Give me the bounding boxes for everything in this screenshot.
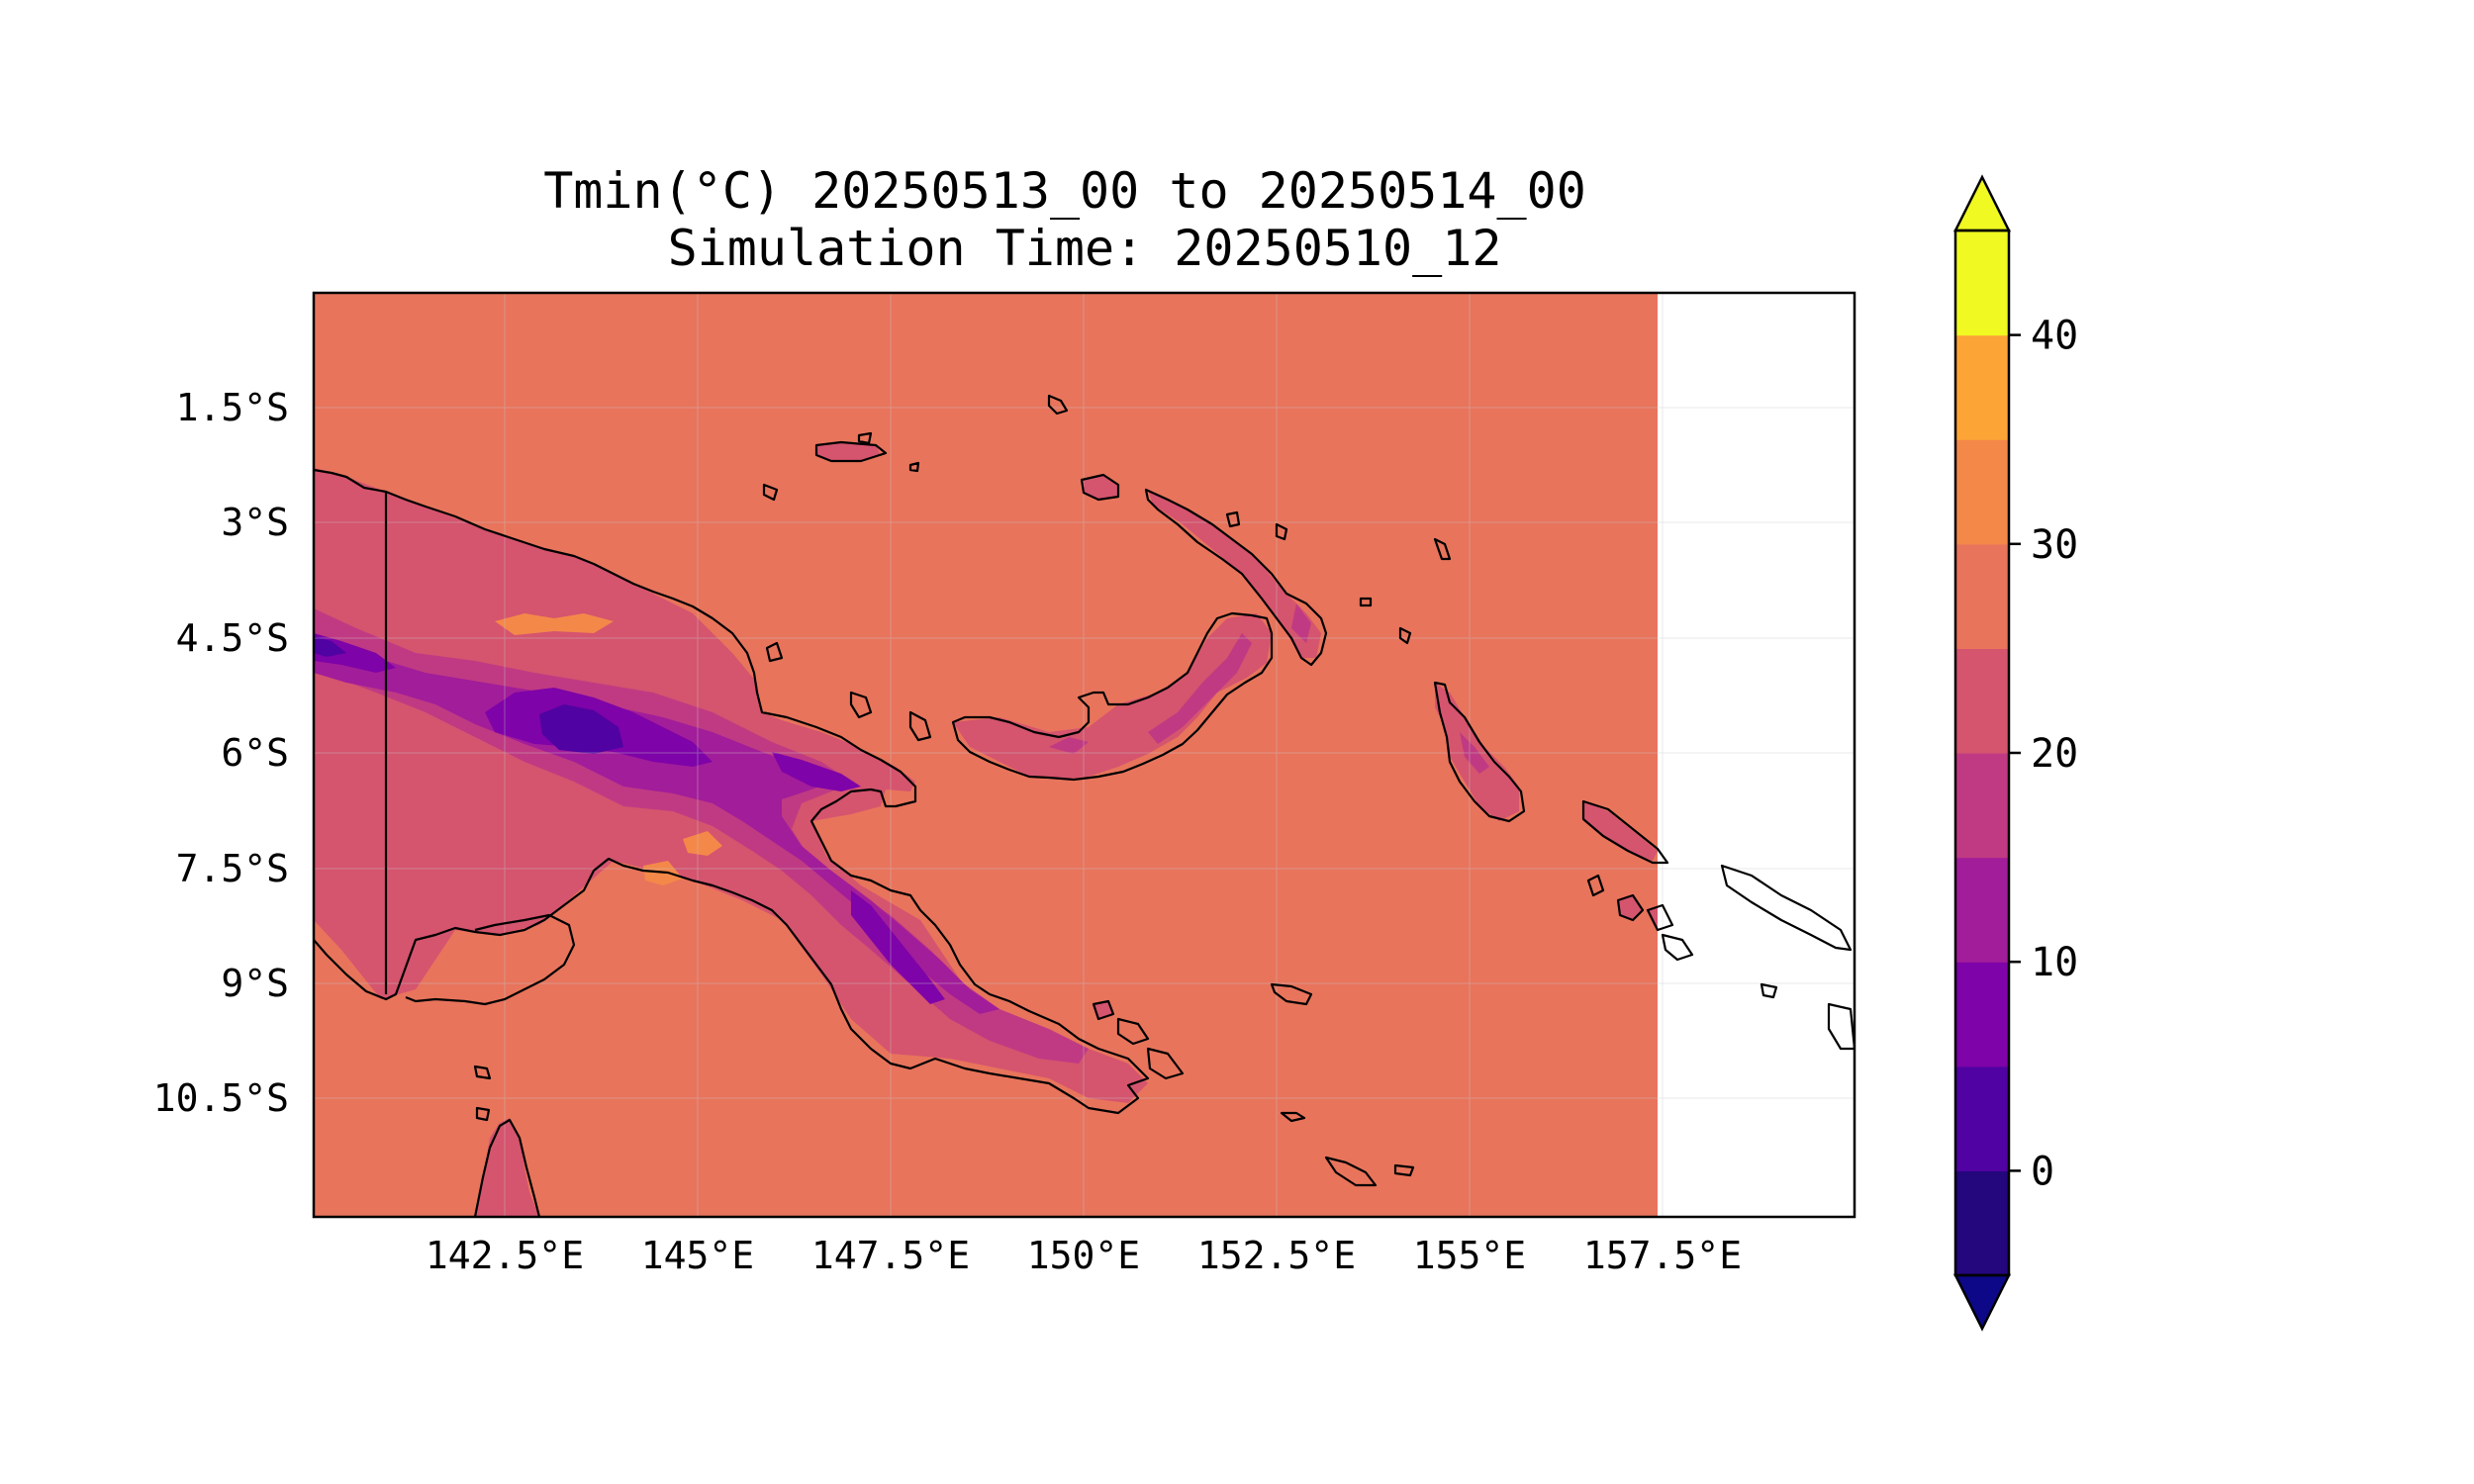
coast-cape-york — [473, 1118, 541, 1217]
x-tick-label: 147.5°E — [811, 1234, 970, 1277]
colorbar-segment — [1955, 1170, 2009, 1276]
colorbar-segment — [1955, 857, 2009, 963]
y-tick-label: 10.5°S — [153, 1076, 289, 1120]
coast-guadalcanal — [1827, 1002, 1855, 1051]
y-axis-ticks: 1.5°S 3°S 4.5°S 6°S 7.5°S 9°S 10.5°S — [153, 386, 289, 1120]
new-ireland-15-20 — [1291, 603, 1311, 643]
coast-new-britain — [951, 611, 1274, 782]
highlands-5-10-ridge — [851, 890, 945, 1004]
coast-new-hanover — [1080, 473, 1120, 502]
new-britain-west-15-20 — [1049, 737, 1089, 754]
x-axis-ticks: 142.5°E 145°E 147.5°E 150°E 152.5°E 155°… — [426, 1234, 1742, 1277]
manus — [816, 442, 881, 461]
temperature-field — [314, 293, 1658, 1217]
coast-small-islands — [762, 431, 1452, 742]
colorbar-segment — [1955, 648, 2009, 754]
x-tick-label: 155°E — [1413, 1234, 1526, 1277]
coast-manus — [814, 440, 888, 463]
coast-new-ireland — [1144, 488, 1328, 667]
colorbar-segment — [1955, 753, 2009, 859]
bougainville-15-20 — [1460, 732, 1489, 774]
coast-woodlark — [1270, 982, 1313, 1006]
map-title: Tmin(°C) 20250513_00 to 20250514_00 — [543, 162, 1586, 220]
map-panel — [314, 293, 1855, 1217]
coast-dentrecasteaux — [1092, 999, 1185, 1080]
coast-south-gulf — [405, 913, 576, 1006]
x-tick-label: 145°E — [641, 1234, 754, 1277]
x-tick-label: 142.5°E — [426, 1234, 584, 1277]
y-tick-label: 9°S — [221, 962, 289, 1005]
colorbar-segment — [1955, 231, 2009, 336]
highlands-5-10-east — [772, 752, 861, 791]
colorbar-tick-label: 0 — [2031, 1149, 2054, 1194]
coast-solomon-east — [1760, 982, 1778, 999]
x-tick-label: 150°E — [1027, 1234, 1140, 1277]
warm-patch-north — [495, 613, 614, 635]
colorbar-segment — [1955, 334, 2009, 440]
colorbar-segment — [1955, 1066, 2009, 1171]
y-tick-label: 1.5°S — [176, 386, 289, 429]
x-tick-label: 152.5°E — [1197, 1234, 1356, 1277]
new-ireland-20-25 — [1148, 490, 1321, 658]
warm-patch-south — [683, 831, 722, 856]
coast-mussau — [1047, 394, 1069, 416]
colorbar: 0 10 20 30 40 — [1952, 174, 2078, 1332]
map-frame — [312, 291, 1856, 1219]
colorbar-tick-label: 30 — [2031, 522, 2078, 568]
y-tick-label: 3°S — [221, 501, 289, 544]
colorbar-tick-label: 10 — [2031, 940, 2078, 985]
coastlines — [314, 394, 1855, 1217]
highlands-0-5 — [539, 704, 623, 754]
highlands-5-10-west — [314, 633, 396, 673]
coast-choiseul — [1581, 799, 1669, 865]
y-tick-label: 7.5°S — [176, 847, 289, 890]
coast-bougainville — [1433, 681, 1526, 823]
map-subtitle: Simulation Time: 20250510_12 — [668, 220, 1502, 277]
new-hanover — [1082, 475, 1118, 500]
colorbar-extend-max — [1952, 174, 2012, 232]
coast-torres-islands — [473, 1065, 492, 1122]
y-tick-label: 4.5°S — [176, 616, 289, 660]
gridlines — [314, 293, 1855, 1217]
colorbar-segment — [1955, 439, 2009, 545]
coast-shortland — [1586, 874, 1694, 962]
colorbar-tick-label: 20 — [2031, 731, 2078, 777]
coast-santa-isabel — [1720, 864, 1853, 952]
x-tick-label: 157.5°E — [1583, 1234, 1742, 1277]
colorbar-tick-label: 40 — [2031, 314, 2078, 359]
colorbar-segment — [1955, 543, 2009, 649]
new-britain-15-20 — [1148, 633, 1252, 744]
coast-new-guinea-north — [314, 468, 1150, 1115]
highlands-10-15 — [314, 633, 999, 1014]
new-britain-20-25 — [953, 613, 1272, 780]
colorbar-segment — [1955, 962, 2009, 1067]
coast-louisiades — [1280, 1111, 1415, 1187]
colorbar-extend-min — [1952, 1273, 2012, 1332]
dentrecasteaux — [1094, 1001, 1113, 1019]
highlands-0-5-west — [314, 636, 346, 657]
choiseul — [1583, 801, 1658, 861]
y-tick-label: 6°S — [221, 731, 289, 775]
